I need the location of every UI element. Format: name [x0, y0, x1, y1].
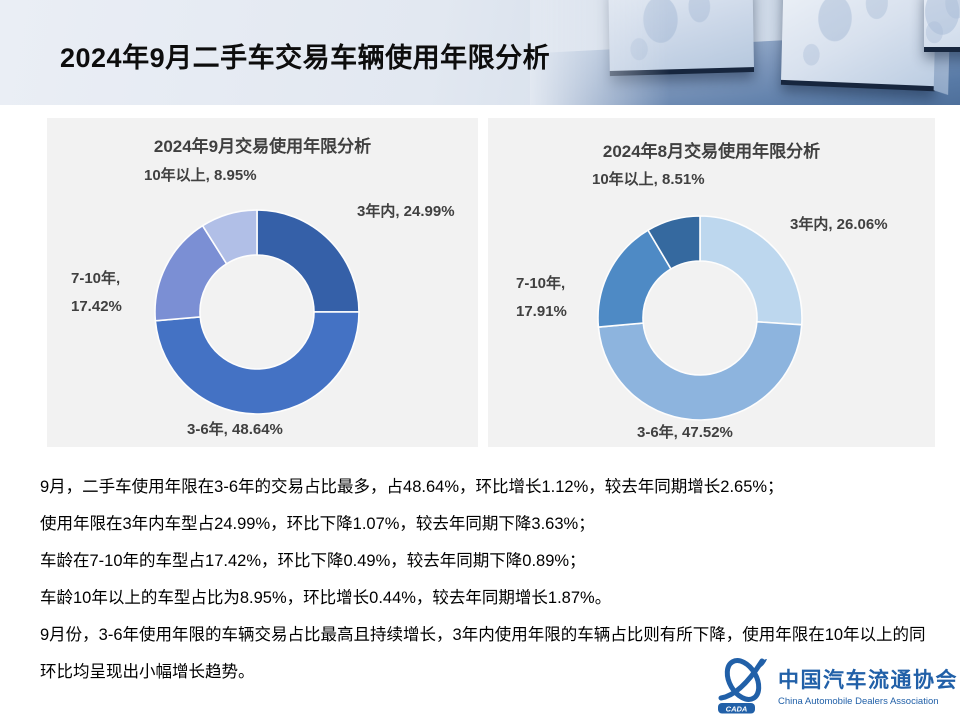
- chart-title-september: 2024年9月交易使用年限分析: [153, 137, 372, 156]
- slice-label-over-10y: 10年以上, 8.95%: [144, 167, 257, 184]
- slice-label-7-10y: 7-10年, 17.42%: [71, 270, 122, 315]
- slide-header: 2024年9月二手车交易车辆使用年限分析: [0, 0, 960, 105]
- slice-label-7-10y: 7-10年, 17.91%: [516, 275, 567, 320]
- donut-chart-september: [154, 209, 360, 415]
- slice-label-under-3y: 3年内, 24.99%: [357, 203, 455, 220]
- donut-slice-10年以上: [646, 215, 701, 271]
- logo-text: 中国汽车流通协会 China Automobile Dealers Associ…: [778, 664, 958, 707]
- donut-slice-3-6年: [154, 311, 360, 415]
- page-title: 2024年9月二手车交易车辆使用年限分析: [60, 43, 551, 73]
- decorative-fade: [530, 0, 670, 105]
- analysis-text: 9月，二手车使用年限在3-6年的交易占比最多，占48.64%，环比增长1.12%…: [40, 469, 930, 691]
- decorative-cube: [780, 0, 938, 92]
- logo-name-cn: 中国汽车流通协会: [778, 667, 958, 692]
- analysis-line: 使用年限在3年内车型占24.99%，环比下降1.07%，较去年同期下降3.63%…: [40, 515, 595, 533]
- analysis-line: 车龄在7-10年的车型占17.42%，环比下降0.49%，较去年同期下降0.89…: [40, 552, 586, 570]
- analysis-line: 9月，二手车使用年限在3-6年的交易占比最多，占48.64%，环比增长1.12%…: [40, 478, 784, 496]
- chart-title-august: 2024年8月交易使用年限分析: [602, 142, 821, 161]
- donut-slice-3-6年: [597, 320, 803, 421]
- logo-acronym: CADA: [726, 705, 748, 714]
- slice-label-3-6y: 3-6年, 48.64%: [187, 421, 283, 438]
- slice-label-under-3y: 3年内, 26.06%: [790, 216, 888, 233]
- cada-logo: CADA 中国汽车流通协会 China Automobile Dealers A…: [716, 656, 958, 714]
- analysis-line: 车龄10年以上的车型占比为8.95%，环比增长0.44%，较去年同期增长1.87…: [40, 589, 612, 607]
- chart-panel-august: 2024年8月交易使用年限分析 3年内, 26.06% 3-6年, 47.52%…: [488, 118, 935, 447]
- logo-emblem-icon: CADA: [718, 658, 767, 714]
- donut-slice-3年内: [256, 209, 360, 313]
- decorative-cube: [924, 0, 960, 52]
- donut-slice-3年内: [699, 215, 803, 326]
- slice-label-over-10y: 10年以上, 8.51%: [592, 171, 705, 188]
- analysis-line: 环比均呈现出小幅增长趋势。: [40, 663, 255, 681]
- decorative-cubes-image: [530, 0, 960, 105]
- slice-label-3-6y: 3-6年, 47.52%: [637, 424, 733, 441]
- donut-slice-10年以上: [201, 209, 258, 265]
- chart-panel-september: 2024年9月交易使用年限分析 3年内, 24.99% 3-6年, 48.64%…: [47, 118, 478, 447]
- donut-chart-august: [597, 215, 803, 421]
- logo-name-en: China Automobile Dealers Association: [778, 695, 939, 707]
- analysis-line: 9月份，3-6年使用年限的车辆交易占比最高且持续增长，3年内使用年限的车辆占比则…: [40, 626, 926, 644]
